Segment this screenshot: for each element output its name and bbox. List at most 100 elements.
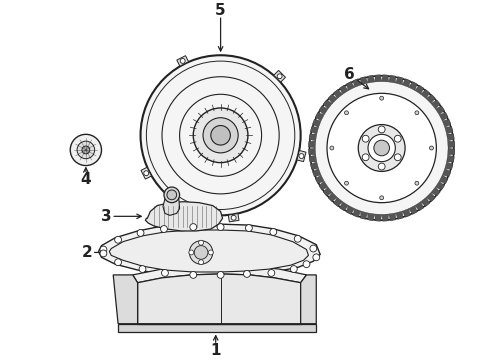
Polygon shape xyxy=(310,126,318,134)
Polygon shape xyxy=(353,209,361,217)
Polygon shape xyxy=(402,209,411,217)
Polygon shape xyxy=(309,134,317,141)
Polygon shape xyxy=(346,206,355,215)
Text: 5: 5 xyxy=(215,3,226,18)
Circle shape xyxy=(167,190,177,200)
Polygon shape xyxy=(409,206,417,215)
Polygon shape xyxy=(375,75,382,82)
Polygon shape xyxy=(340,85,348,94)
Text: 3: 3 xyxy=(101,209,112,224)
Polygon shape xyxy=(353,79,361,87)
Circle shape xyxy=(198,260,203,265)
Circle shape xyxy=(303,261,310,267)
Circle shape xyxy=(82,146,90,154)
Polygon shape xyxy=(138,274,301,324)
Circle shape xyxy=(270,229,277,235)
Circle shape xyxy=(378,126,385,133)
Circle shape xyxy=(309,76,454,220)
Polygon shape xyxy=(113,275,138,324)
Polygon shape xyxy=(431,187,440,196)
Polygon shape xyxy=(133,265,307,283)
Polygon shape xyxy=(439,112,448,121)
Circle shape xyxy=(362,135,369,142)
Polygon shape xyxy=(319,106,328,115)
Polygon shape xyxy=(328,94,337,104)
Circle shape xyxy=(115,259,122,266)
Circle shape xyxy=(137,230,144,237)
Polygon shape xyxy=(389,75,396,83)
Circle shape xyxy=(164,187,180,203)
Circle shape xyxy=(162,270,169,276)
Polygon shape xyxy=(313,168,321,177)
Circle shape xyxy=(100,246,107,253)
Polygon shape xyxy=(442,168,451,177)
Polygon shape xyxy=(228,213,239,222)
Polygon shape xyxy=(301,275,316,324)
Circle shape xyxy=(277,74,282,79)
Polygon shape xyxy=(315,175,324,184)
Polygon shape xyxy=(319,181,328,190)
Polygon shape xyxy=(368,213,375,221)
Circle shape xyxy=(244,270,250,277)
Polygon shape xyxy=(98,224,320,276)
Circle shape xyxy=(198,240,203,245)
Polygon shape xyxy=(382,75,389,82)
Circle shape xyxy=(268,270,275,276)
Polygon shape xyxy=(323,187,332,196)
Text: 2: 2 xyxy=(81,245,92,260)
Polygon shape xyxy=(448,141,455,148)
Circle shape xyxy=(313,254,319,261)
Circle shape xyxy=(380,96,384,100)
Polygon shape xyxy=(310,162,318,170)
Polygon shape xyxy=(431,100,440,109)
Polygon shape xyxy=(445,162,453,170)
Polygon shape xyxy=(382,214,389,221)
Polygon shape xyxy=(439,175,448,184)
Polygon shape xyxy=(118,324,316,332)
Circle shape xyxy=(231,215,236,220)
Circle shape xyxy=(190,224,196,230)
Circle shape xyxy=(139,266,146,273)
Circle shape xyxy=(358,125,405,171)
Circle shape xyxy=(217,271,224,278)
Circle shape xyxy=(294,235,301,242)
Polygon shape xyxy=(442,119,451,127)
Polygon shape xyxy=(297,150,306,162)
Polygon shape xyxy=(402,79,411,87)
Polygon shape xyxy=(323,100,332,109)
Polygon shape xyxy=(446,155,454,162)
Circle shape xyxy=(394,154,401,161)
Polygon shape xyxy=(436,181,444,190)
Polygon shape xyxy=(141,167,151,179)
Circle shape xyxy=(368,134,395,162)
Polygon shape xyxy=(109,230,309,272)
Polygon shape xyxy=(334,89,343,99)
Circle shape xyxy=(161,226,168,233)
Circle shape xyxy=(327,93,437,203)
Circle shape xyxy=(245,225,252,231)
Circle shape xyxy=(330,146,334,150)
Circle shape xyxy=(430,146,434,150)
Polygon shape xyxy=(409,82,417,90)
Polygon shape xyxy=(346,82,355,90)
Circle shape xyxy=(374,140,390,156)
Polygon shape xyxy=(340,202,348,211)
Circle shape xyxy=(344,111,348,115)
Circle shape xyxy=(194,246,208,259)
Circle shape xyxy=(344,181,348,185)
Circle shape xyxy=(190,271,196,278)
Polygon shape xyxy=(334,197,343,207)
Polygon shape xyxy=(415,202,424,211)
Polygon shape xyxy=(436,106,444,115)
Polygon shape xyxy=(389,213,396,221)
Circle shape xyxy=(211,126,230,145)
Polygon shape xyxy=(368,75,375,83)
Circle shape xyxy=(415,181,419,185)
Circle shape xyxy=(415,111,419,115)
Circle shape xyxy=(115,237,122,243)
Polygon shape xyxy=(309,148,316,155)
Polygon shape xyxy=(426,192,435,202)
Polygon shape xyxy=(309,155,317,162)
Circle shape xyxy=(141,55,301,215)
Circle shape xyxy=(394,135,401,142)
